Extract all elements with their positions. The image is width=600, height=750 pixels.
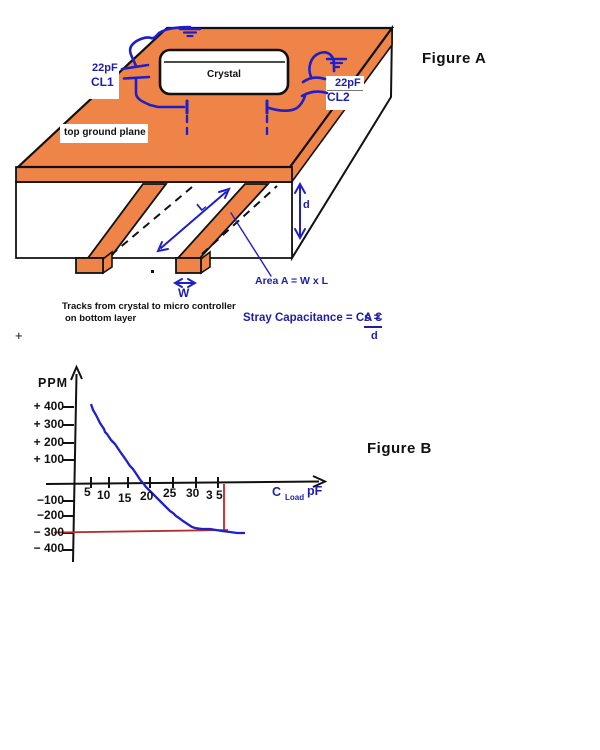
y-tick-label-p400: + 400 (33, 399, 64, 413)
red-horizontal-line (53, 529, 229, 534)
ground-plane-label: top ground plane (64, 127, 146, 138)
cl2-plate-top (301, 76, 327, 84)
pcb-front-copper-band (15, 166, 293, 183)
y-tick-label-m300: − 300 (33, 525, 64, 539)
y-tick-label-m100: −100 (36, 493, 64, 507)
ppm-curve (89, 403, 245, 535)
y-tick-label-m400: − 400 (33, 541, 64, 555)
ground-plane-label-box (60, 124, 148, 143)
stray-formula-denominator: d (371, 330, 378, 342)
cl1-to-pad-wire (134, 77, 186, 109)
x-tick-label-35: 3 5 (206, 488, 223, 502)
tracks-note-line1: Tracks from crystal to micro controller (62, 301, 236, 312)
x-axis (45, 480, 320, 485)
y-tick-label-p200: + 200 (33, 435, 64, 449)
length-arrow (160, 191, 227, 249)
stray-mark (151, 270, 154, 273)
cl2-name-label: CL2 (327, 90, 350, 104)
area-formula-label: Area A = W x L (255, 275, 329, 287)
x-axis-label-c: C (272, 485, 282, 499)
track-stub-left (75, 257, 104, 274)
crystal-body (158, 48, 290, 96)
crystal-component (158, 48, 290, 96)
graph-axes (45, 364, 328, 563)
hidden-edge-dashed-right (201, 185, 278, 255)
length-arrowhead-top (218, 187, 231, 199)
cl2-label-box (326, 76, 364, 110)
x-tick-label-5: 5 (84, 485, 91, 499)
area-pointer-line (230, 212, 272, 277)
cl2-value-label: 22pF (335, 77, 361, 89)
figure-b-title: Figure B (367, 440, 432, 457)
cl2-plate-bottom (300, 90, 329, 98)
x-tick-label-20: 20 (140, 489, 154, 503)
dim-d-label: d (303, 199, 310, 211)
y-tick-label-m200: −200 (36, 508, 64, 522)
track-stub-right (175, 257, 202, 274)
depth-arrowhead-top (294, 181, 306, 194)
wiring (120, 25, 348, 142)
x-tick-label-15: 15 (118, 491, 132, 505)
pad-to-cl2-wire (267, 94, 307, 112)
hidden-edge-dashed-left (110, 186, 193, 256)
y-axis (72, 373, 78, 563)
cl1-name-label: CL1 (91, 75, 114, 89)
y-tick-label-p300: + 300 (33, 417, 64, 431)
width-arrowhead-right (187, 278, 198, 288)
crystal-label: Crystal (207, 69, 241, 80)
plus-mark: + (15, 328, 23, 343)
dim-w-label: W (178, 286, 190, 300)
y-tick-label-p100: + 100 (33, 452, 64, 466)
x-tick-label-10: 10 (97, 488, 111, 502)
x-axis-arrowhead (312, 475, 328, 488)
x-tick-label-25: 25 (163, 486, 177, 500)
figure-a-title: Figure A (422, 50, 487, 67)
x-tick-label-30: 30 (186, 486, 200, 500)
y-axis-label: PPM (38, 376, 69, 390)
stray-formula-numerator: A Ɛ (364, 312, 383, 328)
y-axis-arrowhead (70, 364, 83, 381)
length-arrowhead-bottom (156, 241, 169, 253)
cl1-plate-bottom (122, 75, 151, 80)
tracks-note-line2: on bottom layer (65, 313, 137, 324)
cl1-ground-wire (128, 25, 192, 68)
x-axis-label-unit: pF (307, 484, 323, 498)
width-arrowhead-left (172, 278, 183, 288)
depth-arrowhead-bottom (294, 228, 306, 241)
cl1-plate-top (120, 63, 150, 71)
stray-formula-prefix: Stray Capacitance = Cs = (243, 312, 381, 324)
cl1-value-label: 22pF (92, 62, 118, 74)
graph-annotations (53, 403, 245, 535)
x-axis-label-sub: Load (285, 493, 305, 502)
dimension-arrows (156, 181, 306, 288)
cl1-label-box (89, 61, 119, 99)
